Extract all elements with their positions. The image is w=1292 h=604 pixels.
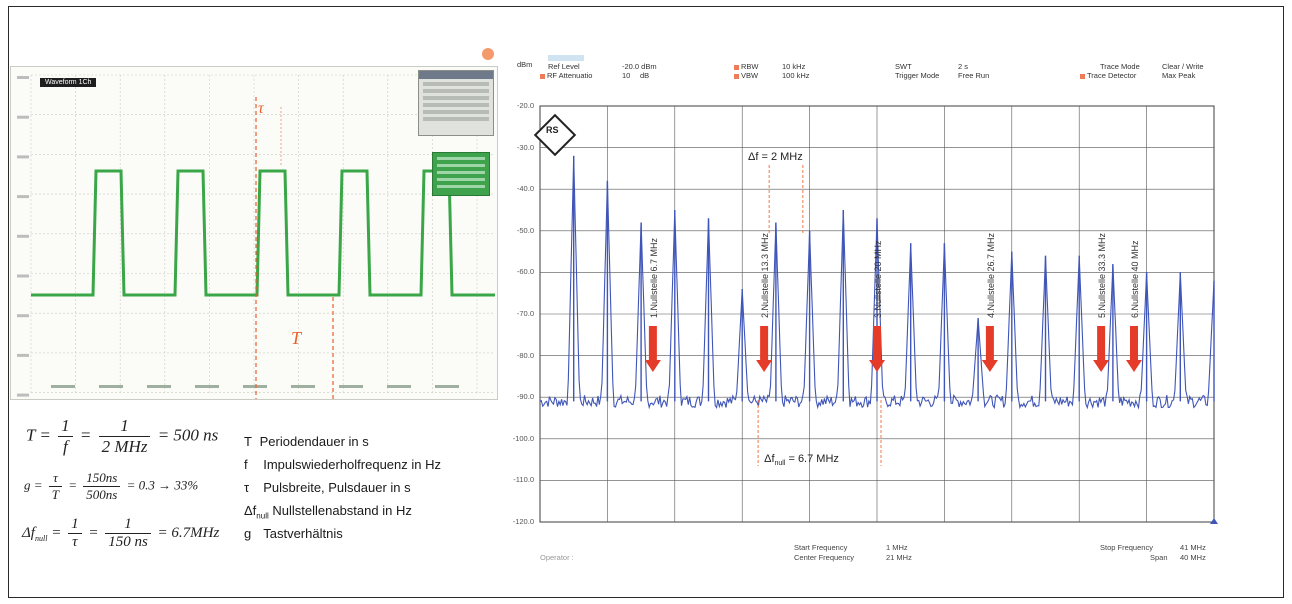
y-tick-label: -90.0 (516, 392, 534, 402)
scope-y-label (17, 393, 29, 397)
legend-item-frequency: f Impulswiederholfrequenz in Hz (244, 457, 441, 472)
scope-ground-marker (291, 385, 315, 388)
scope-measurement-panel (418, 70, 494, 136)
legend-item-period: T Periodendauer in s (244, 434, 369, 449)
vbw-marker-icon (734, 73, 739, 79)
start-frequency-value: 1 MHz (886, 543, 908, 552)
scope-ground-marker (99, 385, 123, 388)
trace-detector-value: Max Peak (1162, 71, 1196, 80)
rbw-value: 10 kHz (782, 62, 806, 71)
analyzer-unit: dBm (517, 60, 533, 69)
rf-attenuation-value: 10 (622, 71, 631, 80)
trigger-mode-label: Trigger Mode (895, 71, 940, 80)
ref-level-label: Ref Level (548, 62, 580, 71)
y-tick-label: -60.0 (516, 267, 534, 277)
scope-y-label (17, 115, 29, 119)
center-frequency-label: Center Frequency (794, 553, 855, 562)
scope-ground-marker (435, 385, 459, 388)
analyzer-status-bar (548, 55, 584, 61)
scope-channel-panel (432, 152, 490, 196)
start-frequency-label: Start Frequency (794, 543, 848, 552)
rf-att-marker-icon (540, 73, 545, 79)
trace-det-marker-icon (1080, 73, 1085, 79)
scope-marker-icon (482, 48, 494, 60)
scope-ground-marker (51, 385, 75, 388)
ref-level-value: -20.0 dBm (622, 62, 657, 71)
scope-waveform-tag: Waveform 1Ch (40, 78, 97, 87)
legend-item-null-spacing: Δfnull Nullstellenabstand in Hz (244, 503, 412, 521)
tau-marker-label: τ (258, 100, 264, 117)
scope-y-label (17, 234, 29, 238)
scope-ground-marker (243, 385, 267, 388)
y-tick-label: -40.0 (516, 184, 534, 194)
vbw-value: 100 kHz (782, 71, 810, 80)
y-tick-label: -110.0 (513, 475, 534, 485)
y-tick-label: -80.0 (516, 350, 534, 360)
swt-value: 2 s (958, 62, 969, 71)
scope-ground-marker (339, 385, 363, 388)
trace-mode-label: Trace Mode (1100, 62, 1140, 71)
legend-item-duty-cycle: g Tastverhältnis (244, 526, 343, 541)
scope-ground-marker (147, 385, 171, 388)
y-tick-label: -30.0 (516, 142, 534, 152)
y-tick-label: -20.0 (516, 101, 534, 110)
swt-label: SWT (895, 62, 912, 71)
scope-ground-marker (195, 385, 219, 388)
oscilloscope-display (17, 74, 495, 399)
scope-y-label (17, 314, 29, 318)
period-marker-label: T (291, 328, 302, 348)
span-label: Span (1150, 553, 1168, 562)
rf-attenuation-unit: dB (640, 71, 650, 80)
legend-item-pulse-width: τ Pulsbreite, Pulsdauer in s (244, 480, 411, 495)
scope-y-label (17, 353, 29, 357)
span-value: 40 MHz (1180, 553, 1206, 562)
rohde-schwarz-logo-text: RS (546, 125, 559, 135)
stop-frequency-label: Stop Frequency (1100, 543, 1153, 552)
oscilloscope-panel (10, 66, 498, 400)
scope-y-label (17, 76, 29, 79)
y-tick-label: -100.0 (512, 433, 534, 443)
scope-y-label (17, 195, 29, 199)
scope-y-label (17, 274, 29, 278)
y-tick-label: -120.0 (512, 517, 534, 526)
scope-square-wave (31, 169, 495, 297)
trace-mode-value: Clear / Write (1162, 62, 1204, 71)
scope-ground-marker (387, 385, 411, 388)
y-tick-label: -50.0 (516, 225, 534, 235)
rbw-marker-icon (734, 64, 739, 70)
rf-attenuation: RF Attenuatio (540, 71, 592, 80)
vbw-label: VBW (734, 71, 758, 80)
trace-detector-label: Trace Detector (1080, 71, 1136, 80)
y-tick-label: -70.0 (516, 309, 534, 318)
symbol-legend: T Periodendauer in s f Impulswiederholfr… (244, 430, 504, 545)
operator-label: Operator : (540, 553, 574, 562)
scope-y-label (17, 155, 29, 159)
stop-frequency-value: 41 MHz (1180, 543, 1206, 552)
rbw-label: RBW (734, 62, 759, 71)
center-frequency-value: 21 MHz (886, 553, 912, 562)
trigger-mode-value: Free Run (958, 71, 990, 80)
